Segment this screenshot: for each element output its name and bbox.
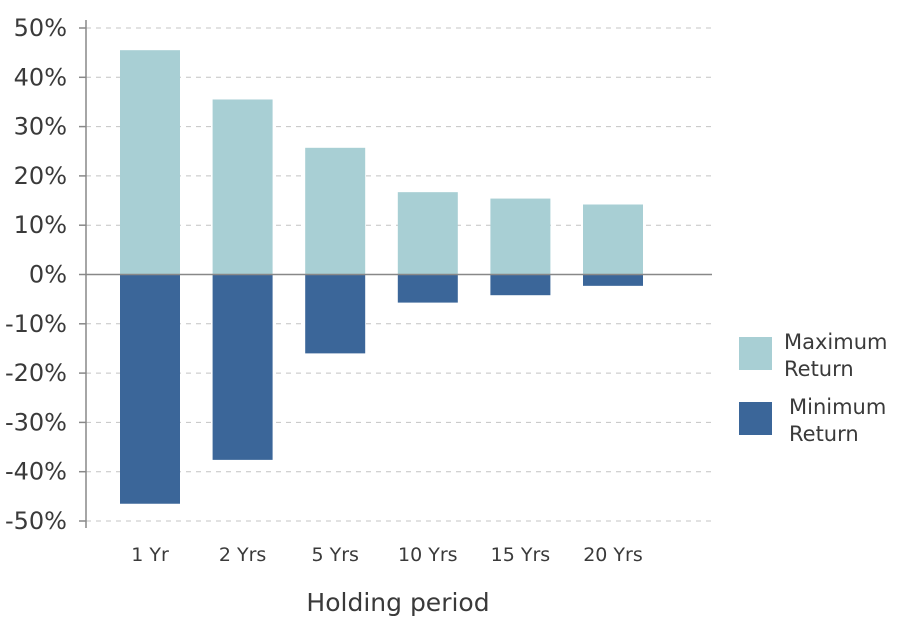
y-tick-label: -20% bbox=[5, 359, 67, 387]
x-axis-label: Holding period bbox=[306, 588, 489, 617]
legend-swatch bbox=[739, 402, 772, 435]
legend-label-line: Maximum bbox=[784, 330, 887, 354]
bar-min-5-yrs bbox=[305, 274, 366, 354]
y-tick-label: 20% bbox=[14, 162, 67, 190]
y-tick-labels: 50% 40% 30% 20% 10% 0% -10% -20% -30% -40% -50% bbox=[5, 14, 67, 535]
axes bbox=[79, 20, 712, 528]
y-tick-label: 0% bbox=[29, 261, 67, 289]
bar-min-2-yrs bbox=[212, 274, 273, 460]
y-tick-label: 10% bbox=[14, 211, 67, 239]
y-tick-label: -10% bbox=[5, 310, 67, 338]
legend-label-line: Return bbox=[784, 357, 854, 381]
bar-max-5-yrs bbox=[305, 147, 366, 275]
bar-min-20-yrs bbox=[583, 274, 643, 286]
x-tick-labels: 1 Yr 2 Yrs 5 Yrs 10 Yrs 15 Yrs 20 Yrs bbox=[131, 544, 643, 566]
y-tick-label: -50% bbox=[5, 507, 67, 535]
x-tick-label: 15 Yrs bbox=[491, 544, 551, 566]
bar-max-2-yrs bbox=[212, 99, 273, 275]
bar-max-20-yrs bbox=[583, 204, 643, 275]
y-tick-label: -40% bbox=[5, 458, 67, 486]
x-tick-label: 1 Yr bbox=[131, 544, 169, 566]
bar-min-15-yrs bbox=[490, 274, 551, 296]
x-tick-label: 5 Yrs bbox=[311, 544, 358, 566]
y-tick-label: 50% bbox=[14, 14, 67, 42]
bar-max-10-yrs bbox=[397, 192, 458, 275]
bars bbox=[120, 50, 643, 504]
bar-max-15-yrs bbox=[490, 198, 551, 275]
x-tick-label: 10 Yrs bbox=[398, 544, 458, 566]
legend: Maximum Return Minimum Return bbox=[739, 330, 887, 446]
legend-label: Maximum Return bbox=[784, 330, 887, 381]
legend-label: Minimum Return bbox=[789, 395, 886, 446]
y-tick-label: -30% bbox=[5, 408, 67, 436]
y-tick-label: 40% bbox=[14, 63, 67, 91]
legend-label-line: Return bbox=[789, 422, 859, 446]
y-tick-label: 30% bbox=[14, 113, 67, 141]
bar-min-1-yr bbox=[120, 274, 180, 504]
bar-max-1-yr bbox=[120, 50, 180, 275]
x-tick-label: 2 Yrs bbox=[219, 544, 266, 566]
legend-label-line: Minimum bbox=[789, 395, 886, 419]
x-tick-label: 20 Yrs bbox=[583, 544, 643, 566]
legend-swatch bbox=[739, 337, 772, 370]
bar-min-10-yrs bbox=[397, 274, 458, 303]
